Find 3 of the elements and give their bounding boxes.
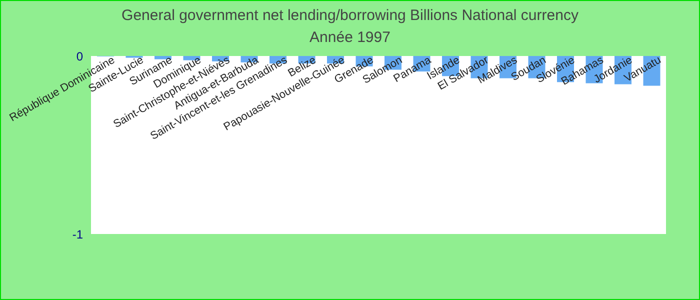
- chart-subtitle: Année 1997: [308, 28, 392, 48]
- y-tick-label: -1: [72, 227, 84, 242]
- chart-title: General government net lending/borrowing Billions National currency: [120, 6, 580, 26]
